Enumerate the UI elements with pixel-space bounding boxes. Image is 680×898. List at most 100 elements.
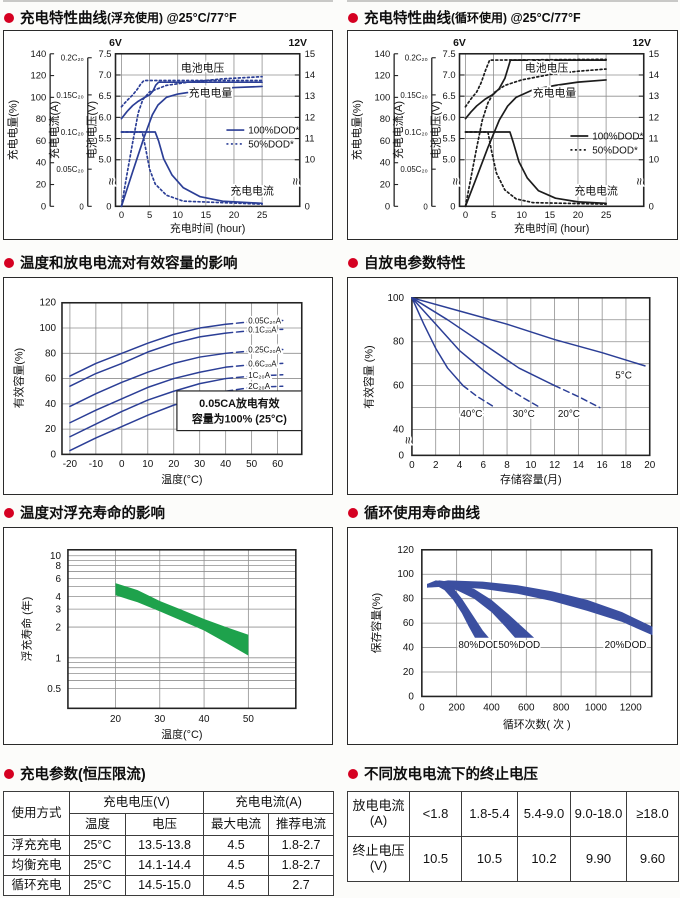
table-cell: 最大电流: [203, 813, 270, 836]
svg-text:0.1C₂₀: 0.1C₂₀: [405, 128, 428, 137]
svg-text:保存容量(%): 保存容量(%): [369, 593, 383, 653]
svg-text:140: 140: [30, 48, 46, 59]
table-cell: 1.8-2.7: [268, 835, 335, 856]
svg-text:0.05C₂₀: 0.05C₂₀: [56, 165, 83, 174]
axes: 0 2 4 6 8 10 12 14 16 18 20 0 40 60 80 100 存储容量(月) 有效容量 (…: [361, 293, 655, 486]
svg-text:80: 80: [380, 113, 390, 124]
svg-text:0: 0: [51, 449, 57, 460]
table-cell: 9.90: [570, 836, 627, 882]
svg-text:5.0: 5.0: [98, 154, 111, 165]
svg-text:10: 10: [649, 154, 659, 165]
svg-text:11: 11: [305, 133, 315, 144]
chart-panel-charge-float: 0 5 10 15 20 25 充电时间 (hour) 0 5.0 5.5 6.0 6.5 7.0 7.5…: [3, 30, 333, 240]
svg-text:0: 0: [385, 200, 390, 211]
table-cell: 终止电压 (V): [347, 836, 410, 882]
svg-text:≈: ≈: [288, 178, 303, 185]
red-bullet-icon: [4, 12, 14, 23]
svg-text:0.6C₂₀A: 0.6C₂₀A: [248, 359, 277, 368]
svg-text:0: 0: [408, 691, 414, 702]
table-cell: 9.0-18.0: [570, 791, 627, 837]
row-label-line2: (A): [369, 813, 388, 828]
svg-text:13: 13: [305, 90, 315, 101]
table-cell: 25°C: [69, 875, 126, 896]
svg-text:100: 100: [40, 323, 57, 334]
svg-text:0: 0: [463, 209, 468, 220]
section-title-text: 温度对浮充寿命的影响: [20, 506, 165, 522]
section-title-charge-float: 充电特性曲线 (浮充使用) @25°C/77°F: [4, 7, 237, 28]
svg-text:6.0: 6.0: [98, 111, 111, 122]
svg-text:0: 0: [305, 200, 310, 211]
svg-text:10: 10: [172, 209, 182, 220]
svg-text:40: 40: [393, 425, 405, 436]
table-cell: 25°C: [69, 835, 126, 856]
svg-text:40: 40: [199, 714, 211, 725]
svg-text:30: 30: [194, 459, 206, 470]
svg-text:20%DOD: 20%DOD: [605, 640, 647, 651]
table-cell: 5.4-9.0: [517, 791, 571, 837]
chart-panel-float-life: 10 8 6 4 3 2 1 0.5 20 30 40 50 温度(°C) 浮充寿命 (年): [3, 527, 333, 745]
svg-text:30°C: 30°C: [513, 409, 535, 420]
svg-text:0.1C₂₀: 0.1C₂₀: [61, 128, 84, 137]
svg-text:60: 60: [36, 135, 46, 146]
svg-text:12: 12: [549, 460, 560, 471]
svg-text:0.5: 0.5: [47, 684, 61, 695]
section-title-paren: (循环使用): [451, 11, 507, 25]
svg-text:0.05C₂₀: 0.05C₂₀: [400, 165, 427, 174]
svg-text:100: 100: [397, 569, 414, 580]
svg-text:40°C: 40°C: [460, 409, 482, 420]
plot-border: [411, 297, 651, 457]
svg-text:6.5: 6.5: [98, 90, 111, 101]
table-cell: 浮充充电: [3, 835, 70, 856]
svg-text:7.0: 7.0: [442, 69, 455, 80]
table-cell: 循环充电: [3, 875, 70, 896]
plot-border: [458, 52, 645, 208]
svg-text:0.15C₂₀: 0.15C₂₀: [400, 91, 427, 100]
charge-params-table: 使用方式 充电电压(V) 充电电流(A) 温度 电压 最大电流 推荐电流 浮充充…: [3, 791, 335, 896]
section-title-text: 不同放电电流下的终止电压: [364, 767, 538, 783]
svg-text:3: 3: [55, 605, 61, 616]
svg-text:100: 100: [387, 293, 404, 304]
table-cell: 10.5: [409, 836, 462, 882]
svg-text:10: 10: [516, 209, 526, 220]
chart-panel-capacity-temp: -20 -10 0 10 20 30 40 50 60 0 20 40 60 80 100 120 温度(°C)…: [3, 277, 333, 495]
svg-text:12: 12: [305, 111, 315, 122]
svg-text:4: 4: [457, 460, 463, 471]
svg-text:6V: 6V: [109, 38, 122, 49]
svg-text:0.15C₂₀: 0.15C₂₀: [56, 91, 83, 100]
axes: 108 6 4 3 2 1 0.5 20 30 40 50 温度(°C) 浮充寿命 (年): [19, 551, 254, 741]
svg-text:20: 20: [45, 424, 57, 435]
svg-text:电池电压: 电池电压: [181, 62, 225, 75]
svg-text:10: 10: [305, 154, 315, 165]
svg-text:30: 30: [154, 714, 166, 725]
svg-text:100: 100: [30, 91, 46, 102]
svg-text:14: 14: [305, 69, 315, 80]
svg-text:10: 10: [142, 459, 154, 470]
svg-text:15: 15: [545, 209, 555, 220]
svg-text:50%DOD*: 50%DOD*: [248, 139, 294, 150]
svg-text:20: 20: [36, 178, 46, 189]
svg-text:100%DOD*: 100%DOD*: [592, 131, 643, 142]
red-bullet-icon: [4, 768, 14, 779]
svg-text:5°C: 5°C: [615, 371, 632, 382]
table-cell: 充电电流(A): [203, 791, 335, 814]
axes: 0 5 10 15 20 25 充电时间 (hour) 0 5.0 5.5 6.0 6.5 7.0 7.5…: [5, 38, 315, 235]
svg-text:5.0: 5.0: [442, 154, 455, 165]
section-title-cycle-life: 循环使用寿命曲线: [348, 502, 480, 523]
svg-text:20: 20: [573, 209, 583, 220]
svg-text:40: 40: [380, 157, 390, 168]
section-title-text: 温度和放电电流对有效容量的影响: [20, 256, 238, 272]
table-cell: 14.5-15.0: [124, 875, 205, 896]
svg-text:200: 200: [448, 702, 465, 713]
svg-text:容量为100% (25°C): 容量为100% (25°C): [191, 412, 287, 426]
table-cell: 1.8-2.7: [268, 855, 335, 876]
table-cell: 均衡充电: [3, 855, 70, 876]
svg-text:5.5: 5.5: [98, 133, 111, 144]
svg-text:0.2C₂₀: 0.2C₂₀: [405, 54, 428, 63]
svg-text:0.2C₂₀: 0.2C₂₀: [61, 54, 84, 63]
svg-text:7.0: 7.0: [98, 69, 111, 80]
section-title-self-discharge: 自放电参数特性: [348, 252, 466, 273]
section-title-suffix: @25°C/77°F: [507, 10, 581, 25]
